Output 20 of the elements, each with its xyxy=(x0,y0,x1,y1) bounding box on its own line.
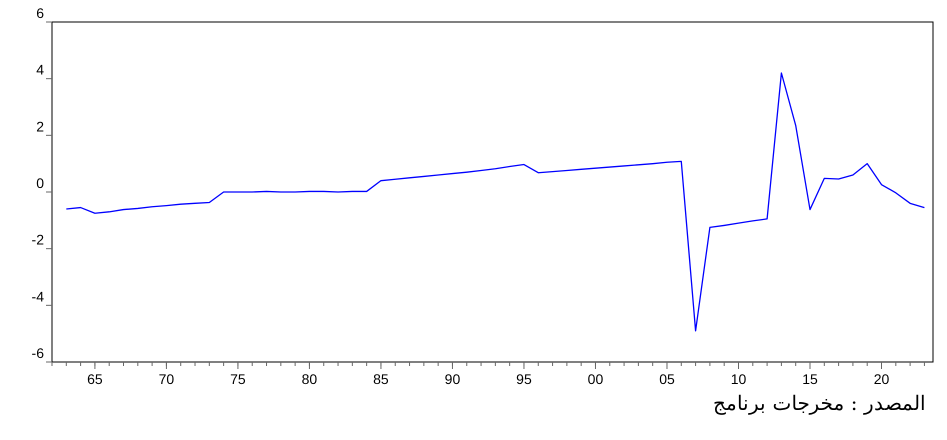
x-tick-label: 70 xyxy=(158,371,174,387)
y-tick-label: 2 xyxy=(36,118,44,134)
x-tick-label: 90 xyxy=(444,371,460,387)
x-tick-label: 15 xyxy=(802,371,818,387)
y-tick-label: 0 xyxy=(36,175,44,191)
y-tick-label: 6 xyxy=(36,5,44,21)
y-tick-label: 4 xyxy=(36,62,44,78)
x-tick-label: 85 xyxy=(373,371,389,387)
x-tick-label: 00 xyxy=(588,371,604,387)
x-tick-label: 65 xyxy=(87,371,103,387)
x-tick-label: 20 xyxy=(874,371,890,387)
x-tick-label: 75 xyxy=(230,371,246,387)
x-tick-label: 95 xyxy=(516,371,532,387)
x-tick-label: 05 xyxy=(659,371,675,387)
text: المصدر : مخرجات برنامج xyxy=(713,391,926,415)
y-tick-label: -2 xyxy=(32,232,44,248)
y-tick-label: -4 xyxy=(32,288,44,304)
x-tick-label: 10 xyxy=(730,371,746,387)
y-tick-label: -6 xyxy=(32,345,44,361)
x-tick-label: 80 xyxy=(302,371,318,387)
